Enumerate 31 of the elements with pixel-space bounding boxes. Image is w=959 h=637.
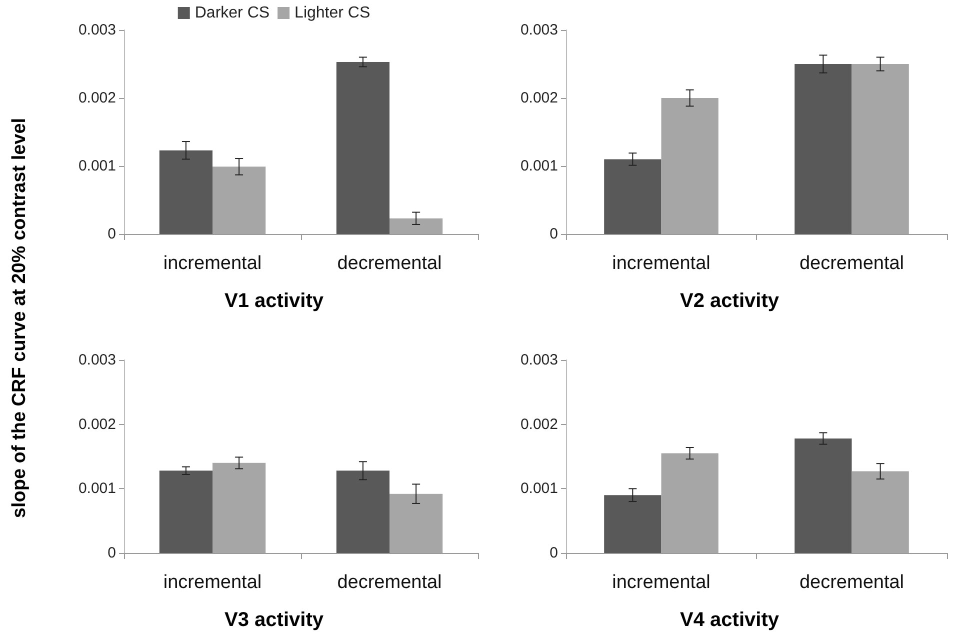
- text: V1 activity: [224, 290, 324, 312]
- y-tick-label: 0.002: [78, 90, 116, 106]
- legend-label: Darker CS: [194, 4, 270, 22]
- y-tick-label: 0: [108, 226, 116, 242]
- y-axis-title: slope of the CRF curve at 20% contrast level: [9, 118, 31, 518]
- y-tick-label: 0.001: [78, 158, 116, 174]
- y-tick-label: 0: [108, 544, 116, 562]
- text: V2 activity: [680, 290, 780, 312]
- y-tick-label: 0.002: [520, 416, 558, 433]
- text: V3 activity: [224, 609, 324, 631]
- x-tick-label: incremental: [163, 253, 262, 274]
- y-tick-label: 0.003: [78, 22, 116, 38]
- x-tick-label: incremental: [612, 572, 710, 593]
- y-tick-label: 0.002: [78, 416, 116, 433]
- x-tick-label: decremental: [337, 253, 442, 274]
- y-tick-label: 0.003: [520, 352, 558, 368]
- legend-label: Lighter CS: [294, 4, 370, 22]
- y-tick-label: 0.001: [520, 480, 558, 498]
- y-tick-label: 0: [550, 226, 558, 242]
- y-tick-label: 0.003: [78, 352, 116, 368]
- x-tick-label: incremental: [163, 572, 262, 593]
- x-tick-label: decremental: [799, 253, 904, 274]
- x-tick-label: decremental: [337, 572, 442, 593]
- x-tick-label: incremental: [612, 253, 710, 274]
- x-tick-label: decremental: [799, 572, 904, 593]
- y-tick-label: 0.001: [78, 480, 116, 498]
- text: V4 activity: [680, 609, 780, 631]
- y-tick-label: 0: [550, 544, 558, 562]
- y-tick-label: 0.003: [520, 22, 558, 38]
- y-tick-label: 0.001: [520, 158, 558, 174]
- y-tick-label: 0.002: [520, 90, 558, 106]
